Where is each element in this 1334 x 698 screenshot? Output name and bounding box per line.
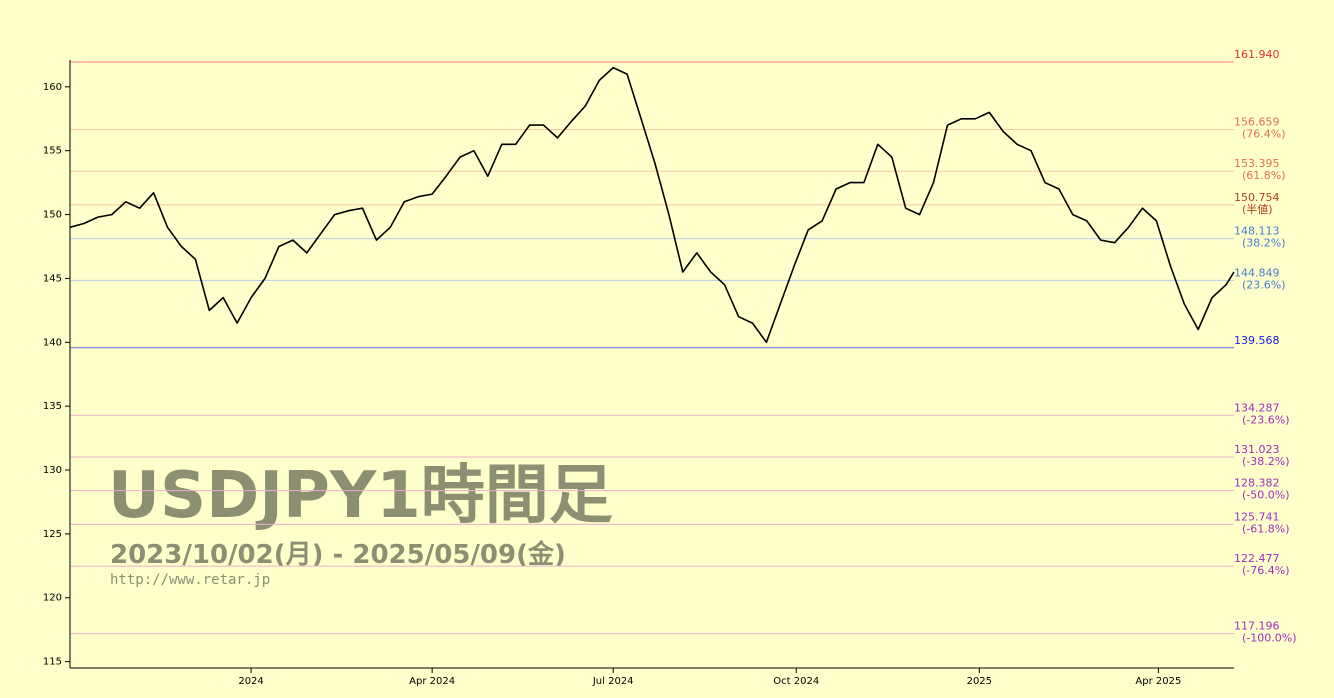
watermark-title: USDJPY1時間足 (108, 459, 613, 533)
level-value-label: 139.568 (1234, 334, 1280, 347)
level-ratio-label: (-76.4%) (1242, 564, 1290, 577)
level-ratio-label: (半値) (1242, 202, 1273, 216)
level-value-label: 134.287 (1234, 401, 1280, 414)
y-tick-label: 125 (43, 529, 62, 540)
y-tick-label: 130 (43, 465, 62, 476)
y-tick-label: 150 (43, 210, 62, 221)
level-value-label: 153.395 (1234, 157, 1280, 170)
watermark-range: 2023/10/02(月) - 2025/05/09(金) (110, 539, 566, 570)
level-ratio-label: (23.6%) (1242, 278, 1286, 291)
level-ratio-label: (76.4%) (1242, 127, 1286, 140)
y-tick-label: 160 (43, 82, 62, 93)
level-value-label: 131.023 (1234, 443, 1280, 456)
x-tick-label: Apr 2025 (1135, 676, 1181, 687)
level-value-label: 125.741 (1234, 510, 1280, 523)
level-ratio-label: (38.2%) (1242, 237, 1286, 250)
level-value-label: 161.940 (1234, 48, 1280, 61)
level-value-label: 117.196 (1234, 620, 1280, 633)
y-tick-label: 155 (43, 146, 62, 157)
x-tick-label: Oct 2024 (773, 676, 819, 687)
level-value-label: 128.382 (1234, 477, 1280, 490)
y-tick-label: 135 (43, 401, 62, 412)
level-ratio-label: (-61.8%) (1242, 522, 1290, 535)
x-tick-label: 2024 (238, 676, 263, 687)
y-tick-label: 145 (43, 273, 62, 284)
x-tick-label: Jul 2024 (592, 676, 634, 687)
x-tick-label: Apr 2024 (409, 676, 455, 687)
level-value-label: 122.477 (1234, 552, 1280, 565)
level-value-label: 156.659 (1234, 115, 1280, 128)
level-value-label: 148.113 (1234, 225, 1280, 238)
watermark-url: http://www.retar.jp (110, 572, 270, 588)
y-tick-label: 115 (43, 657, 62, 668)
level-ratio-label: (-100.0%) (1242, 632, 1297, 645)
level-value-label: 144.849 (1234, 266, 1280, 279)
level-ratio-label: (-23.6%) (1242, 413, 1290, 426)
level-ratio-label: (61.8%) (1242, 169, 1286, 182)
y-tick-label: 120 (43, 593, 62, 604)
x-tick-label: 2025 (967, 676, 992, 687)
y-tick-label: 140 (43, 337, 62, 348)
level-value-label: 150.754 (1234, 191, 1280, 204)
level-ratio-label: (-50.0%) (1242, 489, 1290, 502)
level-ratio-label: (-38.2%) (1242, 455, 1290, 468)
price-line (69, 66, 1235, 344)
